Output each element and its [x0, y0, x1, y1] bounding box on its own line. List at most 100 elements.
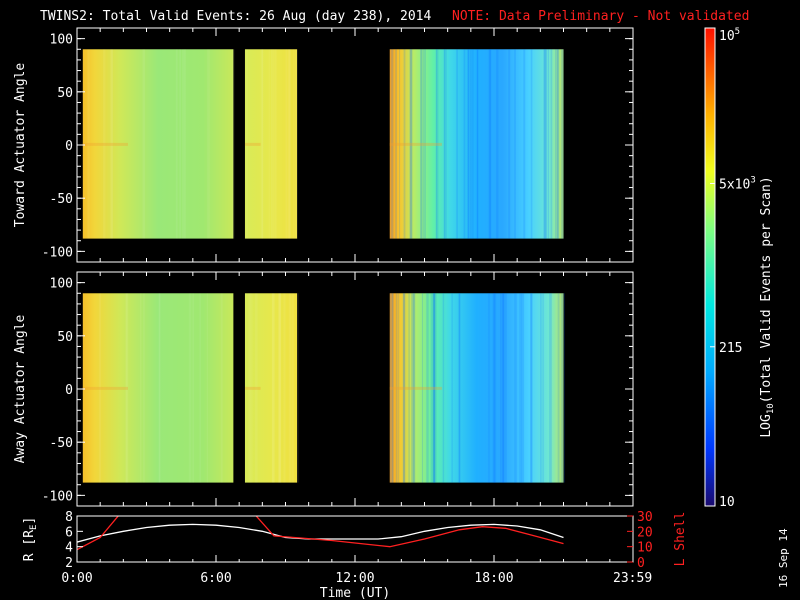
orbit-panel: 2468 0102030 0:00 6:00 12:00 18:00 23:59 Time (…: [22, 510, 688, 600]
heatmap-band: [245, 387, 261, 390]
colorbar-tick-label: 215: [719, 341, 742, 356]
y-tick-label: -50: [50, 192, 73, 207]
y-tick-label: 100: [50, 277, 73, 292]
colorbar-label: LOG10(Total Valid Events per Scan): [759, 176, 776, 437]
heatmap-streak: [540, 293, 541, 482]
y2-tick-label: 30: [637, 510, 653, 525]
heatmap-streak: [544, 49, 545, 238]
lshell-axis-label: L Shell: [673, 512, 688, 567]
y-axis-label: Toward Actuator Angle: [13, 63, 28, 228]
heatmap-streak: [288, 49, 290, 238]
colorbar-tick-label: 105: [719, 27, 740, 44]
heatmap-streak: [179, 49, 181, 238]
x-tick-label: 0:00: [61, 571, 92, 586]
heatmap-streak: [557, 49, 558, 238]
y-tick-label: 50: [57, 330, 73, 345]
heatmap-streak: [558, 293, 560, 482]
heatmap-streak: [292, 293, 295, 482]
heatmap-streak: [271, 49, 273, 238]
y-axis-label: Away Actuator Angle: [13, 314, 28, 463]
r-axis-label: R [RE]: [22, 517, 39, 562]
heatmap-streak: [275, 49, 277, 238]
heatmap-streak: [443, 293, 444, 482]
heatmap-streak: [207, 49, 210, 238]
heatmap-streak: [456, 49, 458, 238]
heatmap-streak: [514, 293, 516, 482]
heatmap-streak: [496, 49, 498, 238]
heatmap-streak: [176, 49, 178, 238]
heatmap-streak: [514, 49, 516, 238]
heatmap-band: [245, 143, 261, 146]
y-tick-label: 6: [65, 525, 73, 540]
heatmap-streak: [293, 49, 294, 238]
heatmap-streak: [451, 293, 452, 482]
heatmap-streak: [192, 293, 194, 482]
x-axis-label: Time (UT): [320, 586, 390, 600]
heatmap-streak: [505, 293, 506, 482]
heatmap-streak: [503, 293, 504, 482]
x-tick-label: 18:00: [474, 571, 513, 586]
heatmap-streak: [531, 49, 533, 238]
heatmap-streak: [522, 293, 525, 482]
heatmap-streak: [184, 49, 185, 238]
colorbar-gradient: [705, 28, 715, 506]
y-tick-label: 100: [50, 33, 73, 48]
y2-tick-label: 10: [637, 541, 653, 556]
y2-tick-label: 0: [637, 556, 645, 571]
colorbar-tick-label: 10: [719, 495, 735, 510]
heatmap-streak: [519, 293, 522, 482]
heatmap-streak: [489, 49, 492, 238]
heatmap-streak: [508, 49, 510, 238]
x-tick-label: 23:59: [613, 571, 652, 586]
heatmap-streak: [467, 49, 469, 238]
heatmap-streak: [493, 293, 495, 482]
heatmap-streak: [207, 293, 208, 482]
heatmap-streak: [488, 293, 489, 482]
colorbar-tick-label: 5x103: [719, 175, 756, 192]
heatmap-streak: [261, 49, 263, 238]
heatmap-streak: [140, 293, 141, 482]
y2-tick-label: 20: [637, 525, 653, 540]
heatmap-streak: [295, 49, 298, 238]
heatmap-streak: [286, 49, 288, 238]
y-tick-label: 2: [65, 556, 73, 571]
heatmap-streak: [561, 293, 563, 482]
heatmap-streak: [444, 49, 446, 238]
heatmap-streak: [464, 49, 466, 238]
y-tick-label: -100: [42, 489, 73, 504]
heatmap-streak: [199, 293, 201, 482]
heatmap-streak: [561, 49, 563, 238]
heatmap-streak: [279, 293, 280, 482]
heatmap-band: [390, 387, 442, 390]
heatmap-streak: [530, 293, 532, 482]
date-stamp: 16 Sep 14: [777, 528, 790, 588]
heatmap-band: [83, 143, 128, 146]
heatmap-streak: [143, 293, 145, 482]
heatmap-band: [390, 143, 442, 146]
away-angle-panel: 100500-50-100Away Actuator Angle: [13, 272, 633, 506]
chart-title: TWINS2: Total Valid Events: 26 Aug (day …: [40, 9, 432, 24]
heatmap-streak: [159, 293, 160, 482]
heatmap-streak: [523, 49, 525, 238]
heatmap-streak: [283, 293, 285, 482]
heatmap-streak: [459, 293, 461, 482]
y-tick-label: -100: [42, 245, 73, 260]
heatmap-band: [83, 387, 128, 390]
heatmap-streak: [500, 293, 501, 482]
heatmap-streak: [543, 293, 544, 482]
heatmap-streak: [189, 293, 192, 482]
heatmap-streak: [269, 49, 270, 238]
x-tick-label: 6:00: [200, 571, 231, 586]
colorbar: 10 215 5x103 105 LOG10(Total Valid Events pe…: [705, 27, 776, 510]
preliminary-note: NOTE: Data Preliminary - Not validated: [452, 9, 749, 24]
heatmap-streak: [551, 49, 553, 238]
heatmap-streak: [477, 49, 479, 238]
heatmap-streak: [549, 293, 552, 482]
heatmap-streak: [289, 293, 291, 482]
heatmap-streak: [142, 49, 144, 238]
heatmap-streak: [555, 49, 557, 238]
heatmap-streak: [472, 49, 474, 238]
heatmap-streak: [221, 293, 223, 482]
y-tick-label: 0: [65, 139, 73, 154]
